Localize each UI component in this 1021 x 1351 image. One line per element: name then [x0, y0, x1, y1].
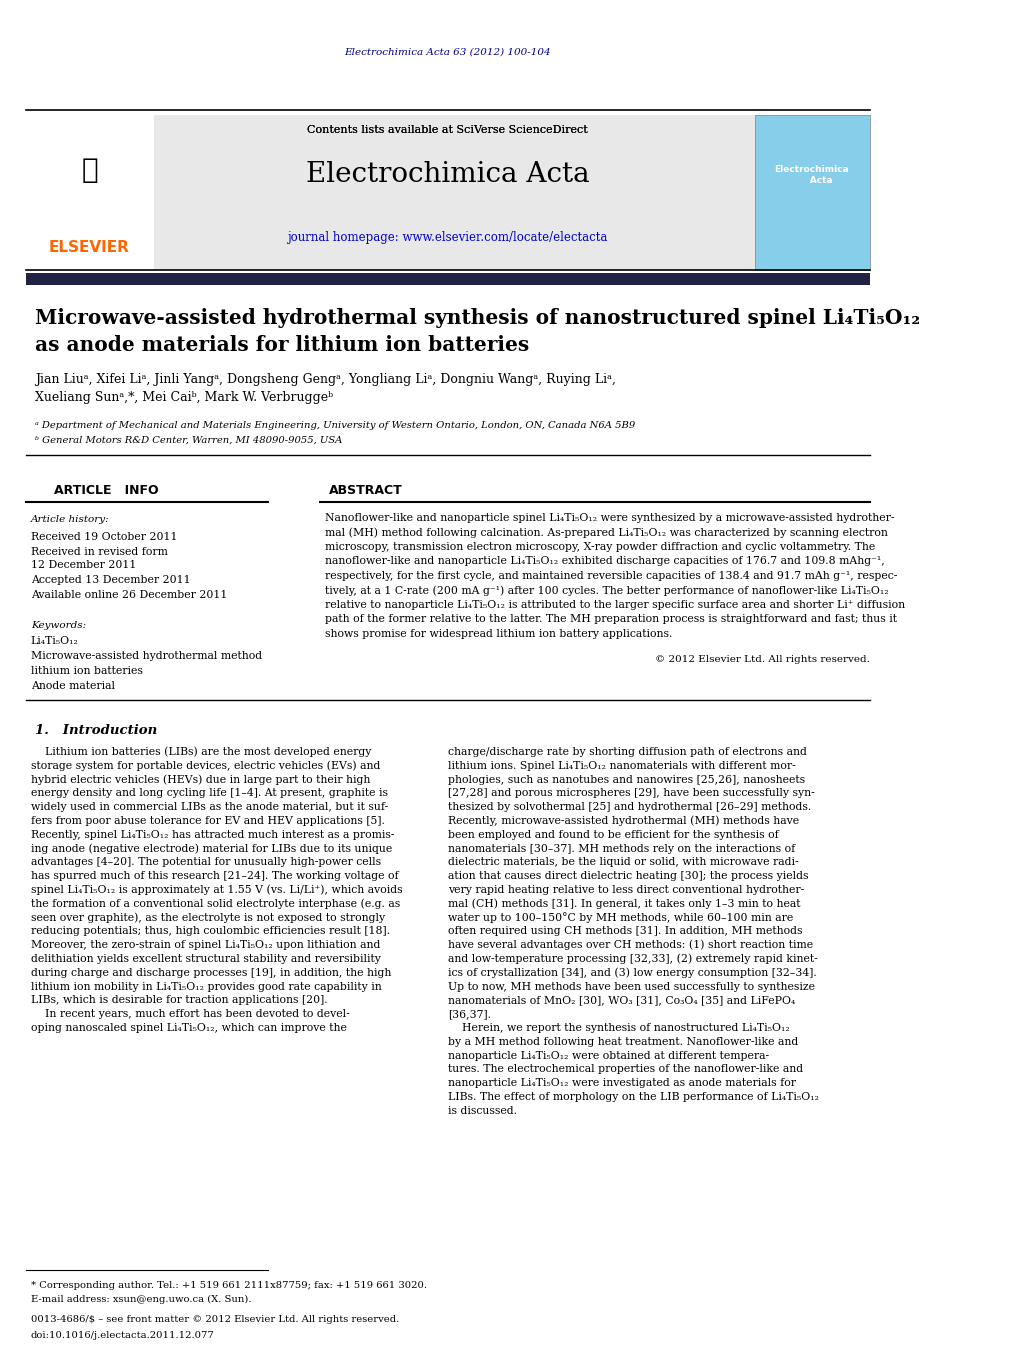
FancyBboxPatch shape	[755, 115, 870, 270]
Text: reducing potentials; thus, high coulombic efficiencies result [18].: reducing potentials; thus, high coulombi…	[31, 927, 390, 936]
Text: phologies, such as nanotubes and nanowires [25,26], nanosheets: phologies, such as nanotubes and nanowir…	[447, 774, 805, 785]
Text: Electrochimica
      Acta: Electrochimica Acta	[775, 165, 849, 185]
Text: ᵇ General Motors R&D Center, Warren, MI 48090-9055, USA: ᵇ General Motors R&D Center, Warren, MI …	[35, 435, 342, 444]
Text: Contents lists available at SciVerse ScienceDirect: Contents lists available at SciVerse Sci…	[307, 126, 588, 135]
Text: Keywords:: Keywords:	[31, 620, 86, 630]
Text: LIBs. The effect of morphology on the LIB performance of Li₄Ti₅O₁₂: LIBs. The effect of morphology on the LI…	[447, 1092, 819, 1102]
Text: delithiation yields excellent structural stability and reversibility: delithiation yields excellent structural…	[31, 954, 381, 965]
Text: ᵃ Department of Mechanical and Materials Engineering, University of Western Onta: ᵃ Department of Mechanical and Materials…	[35, 420, 635, 430]
Text: In recent years, much effort has been devoted to devel-: In recent years, much effort has been de…	[31, 1009, 349, 1019]
Text: dielectric materials, be the liquid or solid, with microwave radi-: dielectric materials, be the liquid or s…	[447, 858, 798, 867]
Text: during charge and discharge processes [19], in addition, the high: during charge and discharge processes [1…	[31, 967, 391, 978]
Text: * Corresponding author. Tel.: +1 519 661 2111x87759; fax: +1 519 661 3020.: * Corresponding author. Tel.: +1 519 661…	[31, 1281, 427, 1289]
Text: by a MH method following heat treatment. Nanoflower-like and: by a MH method following heat treatment.…	[447, 1036, 797, 1047]
Text: mal (CH) methods [31]. In general, it takes only 1–3 min to heat: mal (CH) methods [31]. In general, it ta…	[447, 898, 800, 909]
Text: shows promise for widespread lithium ion battery applications.: shows promise for widespread lithium ion…	[325, 630, 672, 639]
Text: [36,37].: [36,37].	[447, 1009, 491, 1019]
Text: nanoflower-like and nanoparticle Li₄Ti₅O₁₂ exhibited discharge capacities of 176: nanoflower-like and nanoparticle Li₄Ti₅O…	[325, 557, 884, 566]
Text: is discussed.: is discussed.	[447, 1106, 517, 1116]
Text: Available online 26 December 2011: Available online 26 December 2011	[31, 590, 227, 600]
Text: hybrid electric vehicles (HEVs) due in large part to their high: hybrid electric vehicles (HEVs) due in l…	[31, 774, 370, 785]
Text: Herein, we report the synthesis of nanostructured Li₄Ti₅O₁₂: Herein, we report the synthesis of nanos…	[447, 1023, 789, 1034]
Text: E-mail address: xsun@eng.uwo.ca (X. Sun).: E-mail address: xsun@eng.uwo.ca (X. Sun)…	[31, 1294, 251, 1304]
FancyBboxPatch shape	[27, 273, 870, 285]
Text: Up to now, MH methods have been used successfully to synthesize: Up to now, MH methods have been used suc…	[447, 982, 815, 992]
Text: tures. The electrochemical properties of the nanoflower-like and: tures. The electrochemical properties of…	[447, 1065, 803, 1074]
Text: ELSEVIER: ELSEVIER	[49, 240, 130, 255]
Text: nanomaterials of MnO₂ [30], WO₃ [31], Co₃O₄ [35] and LiFePO₄: nanomaterials of MnO₂ [30], WO₃ [31], Co…	[447, 996, 795, 1005]
Text: 1.   Introduction: 1. Introduction	[35, 724, 157, 736]
Text: Jian Liuᵃ, Xifei Liᵃ, Jinli Yangᵃ, Dongsheng Gengᵃ, Yongliang Liᵃ, Dongniu Wangᵃ: Jian Liuᵃ, Xifei Liᵃ, Jinli Yangᵃ, Dongs…	[35, 373, 616, 386]
Text: storage system for portable devices, electric vehicles (EVs) and: storage system for portable devices, ele…	[31, 761, 380, 771]
Text: mal (MH) method following calcination. As-prepared Li₄Ti₅O₁₂ was characterized b: mal (MH) method following calcination. A…	[325, 527, 887, 538]
FancyBboxPatch shape	[27, 115, 153, 270]
Text: relative to nanoparticle Li₄Ti₅O₁₂ is attributed to the larger specific surface : relative to nanoparticle Li₄Ti₅O₁₂ is at…	[325, 600, 905, 611]
Text: ing anode (negative electrode) material for LIBs due to its unique: ing anode (negative electrode) material …	[31, 843, 392, 854]
Text: energy density and long cycling life [1–4]. At present, graphite is: energy density and long cycling life [1–…	[31, 789, 388, 798]
Text: doi:10.1016/j.electacta.2011.12.077: doi:10.1016/j.electacta.2011.12.077	[31, 1331, 214, 1339]
Text: Electrochimica Acta: Electrochimica Acta	[306, 162, 589, 189]
Text: tively, at a 1 C-rate (200 mA g⁻¹) after 100 cycles. The better performance of n: tively, at a 1 C-rate (200 mA g⁻¹) after…	[325, 585, 888, 596]
Text: Accepted 13 December 2011: Accepted 13 December 2011	[31, 576, 190, 585]
Text: 🌳: 🌳	[82, 155, 98, 184]
FancyBboxPatch shape	[27, 115, 870, 270]
Text: ation that causes direct dielectric heating [30]; the process yields: ation that causes direct dielectric heat…	[447, 871, 809, 881]
Text: spinel Li₄Ti₅O₁₂ is approximately at 1.55 V (vs. Li/Li⁺), which avoids: spinel Li₄Ti₅O₁₂ is approximately at 1.5…	[31, 885, 402, 896]
Text: Microwave-assisted hydrothermal synthesis of nanostructured spinel Li₄Ti₅O₁₂: Microwave-assisted hydrothermal synthesi…	[35, 308, 920, 328]
Text: © 2012 Elsevier Ltd. All rights reserved.: © 2012 Elsevier Ltd. All rights reserved…	[654, 655, 870, 665]
Text: water up to 100–150°C by MH methods, while 60–100 min are: water up to 100–150°C by MH methods, whi…	[447, 912, 793, 923]
Text: 12 December 2011: 12 December 2011	[31, 561, 136, 570]
Text: as anode materials for lithium ion batteries: as anode materials for lithium ion batte…	[35, 335, 529, 355]
Text: charge/discharge rate by shorting diffusion path of electrons and: charge/discharge rate by shorting diffus…	[447, 747, 807, 757]
Text: has spurred much of this research [21–24]. The working voltage of: has spurred much of this research [21–24…	[31, 871, 398, 881]
Text: nanoparticle Li₄Ti₅O₁₂ were investigated as anode materials for: nanoparticle Li₄Ti₅O₁₂ were investigated…	[447, 1078, 795, 1088]
Text: lithium ion batteries: lithium ion batteries	[31, 666, 143, 676]
Text: oping nanoscaled spinel Li₄Ti₅O₁₂, which can improve the: oping nanoscaled spinel Li₄Ti₅O₁₂, which…	[31, 1023, 346, 1034]
Text: [27,28] and porous microspheres [29], have been successfully syn-: [27,28] and porous microspheres [29], ha…	[447, 789, 815, 798]
Text: Electrochimica Acta 63 (2012) 100-104: Electrochimica Acta 63 (2012) 100-104	[344, 47, 551, 57]
Text: ABSTRACT: ABSTRACT	[329, 484, 403, 497]
Text: Recently, spinel Li₄Ti₅O₁₂ has attracted much interest as a promis-: Recently, spinel Li₄Ti₅O₁₂ has attracted…	[31, 830, 394, 840]
Text: lithium ions. Spinel Li₄Ti₅O₁₂ nanomaterials with different mor-: lithium ions. Spinel Li₄Ti₅O₁₂ nanomater…	[447, 761, 795, 771]
Text: Anode material: Anode material	[31, 681, 114, 690]
Text: lithium ion mobility in Li₄Ti₅O₁₂ provides good rate capability in: lithium ion mobility in Li₄Ti₅O₁₂ provid…	[31, 982, 382, 992]
Text: Recently, microwave-assisted hydrothermal (MH) methods have: Recently, microwave-assisted hydrotherma…	[447, 816, 798, 827]
Text: advantages [4–20]. The potential for unusually high-power cells: advantages [4–20]. The potential for unu…	[31, 858, 381, 867]
Text: Moreover, the zero-strain of spinel Li₄Ti₅O₁₂ upon lithiation and: Moreover, the zero-strain of spinel Li₄T…	[31, 940, 380, 950]
Text: fers from poor abuse tolerance for EV and HEV applications [5].: fers from poor abuse tolerance for EV an…	[31, 816, 385, 825]
Text: often required using CH methods [31]. In addition, MH methods: often required using CH methods [31]. In…	[447, 927, 803, 936]
Text: Received 19 October 2011: Received 19 October 2011	[31, 532, 178, 542]
Text: respectively, for the first cycle, and maintained reversible capacities of 138.4: respectively, for the first cycle, and m…	[325, 571, 897, 581]
Text: Nanoflower-like and nanoparticle spinel Li₄Ti₅O₁₂ were synthesized by a microwav: Nanoflower-like and nanoparticle spinel …	[325, 513, 894, 523]
Text: Contents lists available at SciVerse ScienceDirect: Contents lists available at SciVerse Sci…	[307, 126, 588, 135]
Text: have several advantages over CH methods: (1) short reaction time: have several advantages over CH methods:…	[447, 940, 813, 951]
Text: path of the former relative to the latter. The MH preparation process is straigh: path of the former relative to the latte…	[325, 615, 896, 624]
Text: nanomaterials [30–37]. MH methods rely on the interactions of: nanomaterials [30–37]. MH methods rely o…	[447, 843, 795, 854]
Text: Li₄Ti₅O₁₂: Li₄Ti₅O₁₂	[31, 636, 79, 646]
Text: thesized by solvothermal [25] and hydrothermal [26–29] methods.: thesized by solvothermal [25] and hydrot…	[447, 802, 811, 812]
Text: nanoparticle Li₄Ti₅O₁₂ were obtained at different tempera-: nanoparticle Li₄Ti₅O₁₂ were obtained at …	[447, 1051, 769, 1061]
Text: 0013-4686/$ – see front matter © 2012 Elsevier Ltd. All rights reserved.: 0013-4686/$ – see front matter © 2012 El…	[31, 1316, 399, 1324]
Text: journal homepage: www.elsevier.com/locate/electacta: journal homepage: www.elsevier.com/locat…	[288, 231, 607, 245]
Text: ics of crystallization [34], and (3) low energy consumption [32–34].: ics of crystallization [34], and (3) low…	[447, 967, 817, 978]
Text: LIBs, which is desirable for traction applications [20].: LIBs, which is desirable for traction ap…	[31, 996, 328, 1005]
Text: Received in revised form: Received in revised form	[31, 547, 167, 557]
Text: been employed and found to be efficient for the synthesis of: been employed and found to be efficient …	[447, 830, 778, 840]
Text: seen over graphite), as the electrolyte is not exposed to strongly: seen over graphite), as the electrolyte …	[31, 912, 385, 923]
Text: and low-temperature processing [32,33], (2) extremely rapid kinet-: and low-temperature processing [32,33], …	[447, 954, 818, 965]
Text: microscopy, transmission electron microscopy, X-ray powder diffraction and cycli: microscopy, transmission electron micros…	[325, 542, 875, 553]
Text: Microwave-assisted hydrothermal method: Microwave-assisted hydrothermal method	[31, 651, 261, 661]
Text: widely used in commercial LIBs as the anode material, but it suf-: widely used in commercial LIBs as the an…	[31, 802, 388, 812]
Text: the formation of a conventional solid electrolyte interphase (e.g. as: the formation of a conventional solid el…	[31, 898, 400, 909]
Text: very rapid heating relative to less direct conventional hydrother-: very rapid heating relative to less dire…	[447, 885, 804, 894]
Text: Lithium ion batteries (LIBs) are the most developed energy: Lithium ion batteries (LIBs) are the mos…	[31, 747, 371, 758]
Text: Article history:: Article history:	[31, 516, 109, 524]
Text: ARTICLE   INFO: ARTICLE INFO	[54, 484, 159, 497]
Text: Xueliang Sunᵃ,*, Mei Caiᵇ, Mark W. Verbruggeᵇ: Xueliang Sunᵃ,*, Mei Caiᵇ, Mark W. Verbr…	[35, 392, 333, 404]
